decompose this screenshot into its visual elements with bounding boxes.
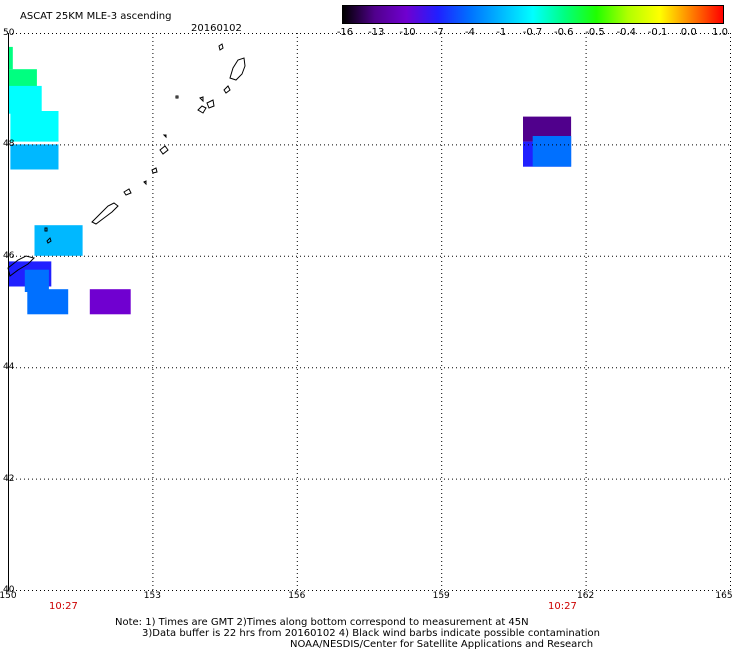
product-date: 20160102: [191, 23, 242, 34]
colorbar-label: -0.4: [616, 27, 637, 38]
wind-cell: [8, 46, 13, 70]
colorbar: [342, 5, 724, 24]
island-12: [46, 237, 52, 244]
wind-cell: [10, 144, 59, 170]
lon-label: 156: [288, 591, 306, 601]
island-4: [197, 105, 207, 114]
time-label-right: 10:27: [548, 601, 577, 612]
lat-label: 48: [3, 139, 15, 150]
colorbar-label: -7: [433, 27, 444, 38]
wind-cell: [34, 225, 83, 256]
island-15: [162, 134, 167, 139]
island-8: [151, 167, 158, 174]
colorbar-label: -4: [465, 27, 475, 38]
data-cells: [8, 46, 572, 315]
island-14: [175, 95, 179, 99]
island-1: [229, 57, 246, 81]
island-16: [143, 180, 147, 186]
lon-label: 162: [577, 591, 595, 601]
lon-label: 159: [432, 591, 450, 601]
note-line-3: NOAA/NESDIS/Center for Satellite Applica…: [290, 639, 594, 650]
wind-cell: [10, 111, 59, 142]
lat-label: 40: [3, 585, 15, 595]
colorbar-label: -10: [399, 27, 416, 38]
island-10: [91, 202, 119, 225]
note-line-1: Note: 1) Times are GMT 2)Times along bot…: [115, 617, 529, 628]
lon-label: 150: [0, 591, 17, 601]
wind-cell: [8, 85, 42, 114]
colorbar-label: -1: [496, 27, 507, 38]
island-3: [218, 43, 224, 51]
product-title: ASCAT 25KM MLE-3 ascending: [20, 11, 172, 22]
colorbar-label: -13: [368, 27, 385, 38]
wind-cell: [532, 136, 572, 167]
wind-cell: [27, 289, 69, 315]
wind-cell: [24, 269, 49, 292]
lat-label: 50: [3, 28, 15, 38]
colorbar-label: -0.6: [553, 27, 574, 38]
colorbar-label: -0.1: [647, 27, 668, 38]
colorbar-label: 1.0: [712, 27, 728, 38]
lat-label: 42: [3, 473, 15, 484]
wind-cell: [89, 289, 131, 315]
island-6: [199, 96, 204, 103]
lat-label: 46: [3, 250, 15, 261]
island-9: [123, 188, 132, 196]
time-label-left: 10:27: [49, 601, 78, 612]
coastline: [7, 43, 246, 277]
colorbar-label: 0.0: [680, 27, 697, 38]
colorbar-label: -16: [336, 27, 354, 38]
island-11: [44, 227, 48, 232]
island-7: [159, 145, 169, 155]
island-13: [7, 255, 35, 277]
lat-label: 44: [3, 362, 15, 373]
island-2: [223, 85, 231, 94]
note-line-2: 3)Data buffer is 22 hrs from 20160102 4)…: [142, 628, 600, 639]
colorbar-label: -0.7: [522, 27, 543, 38]
colorbar-label: -0.5: [585, 27, 605, 38]
lon-label: 153: [143, 591, 161, 601]
island-5: [206, 99, 215, 109]
lon-label: 165: [715, 591, 733, 601]
